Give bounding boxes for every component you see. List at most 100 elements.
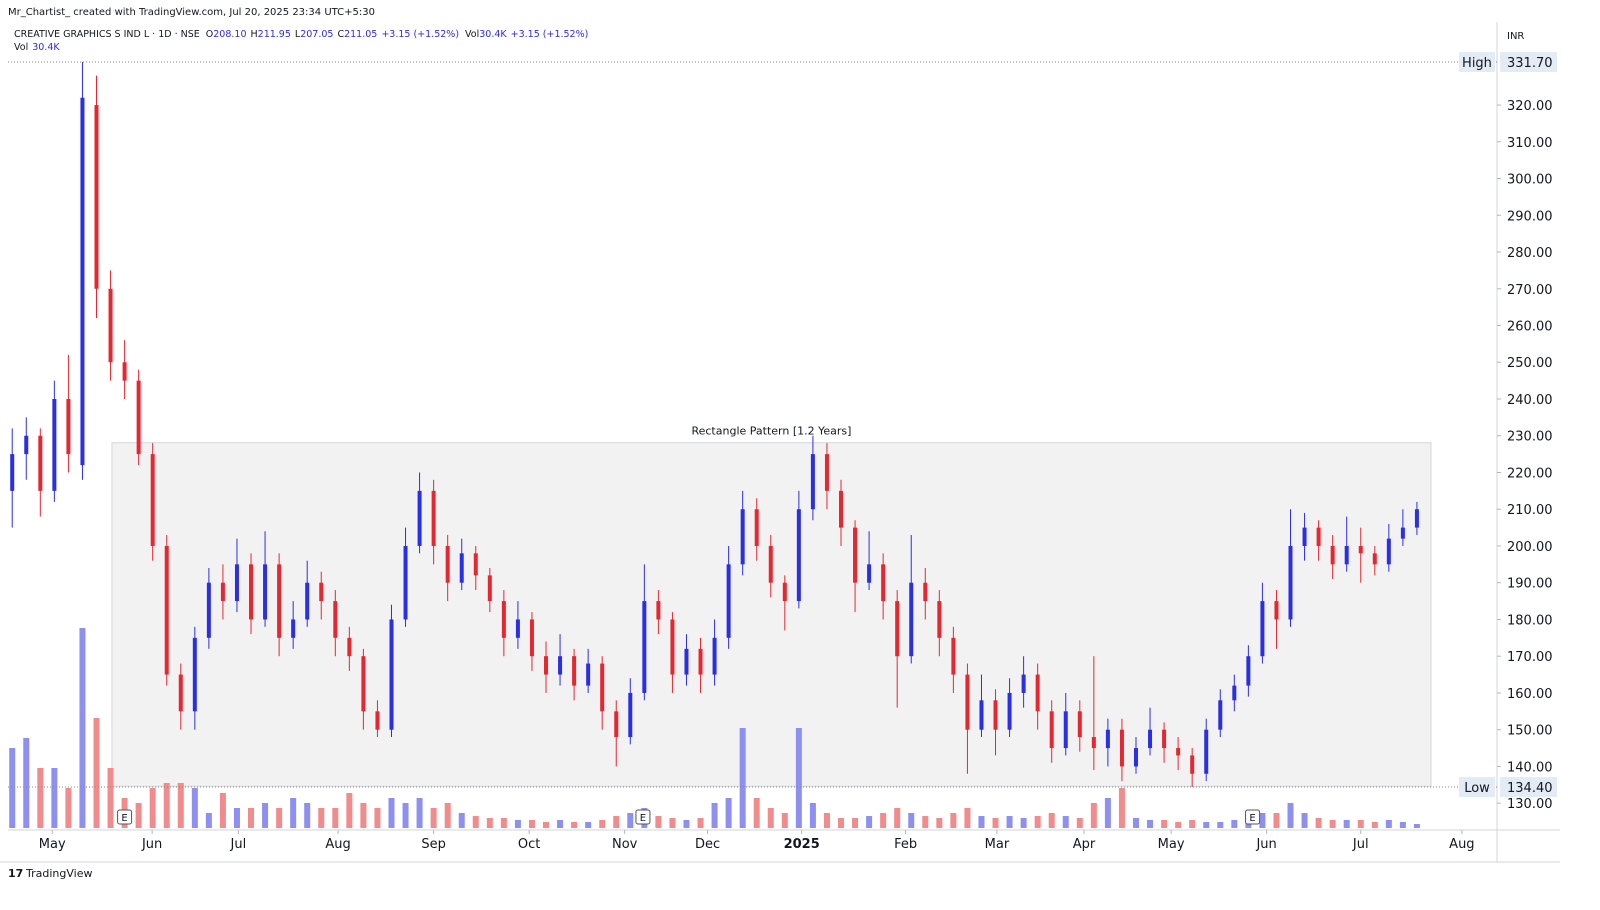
volume-bar (1315, 818, 1322, 828)
volume-bar (262, 803, 269, 828)
volume-bar (332, 808, 339, 828)
volume-bar (79, 628, 86, 828)
y-tick-label: 180.00 (1507, 613, 1553, 628)
legend-text: O (206, 29, 213, 40)
candle-body (909, 582, 914, 657)
legend-text: C (337, 29, 344, 40)
volume-bar (557, 819, 564, 828)
event-marker (635, 809, 651, 825)
volume-bar (711, 803, 718, 828)
candle-body (853, 527, 858, 583)
candle-body (1105, 729, 1110, 749)
candle-body (867, 564, 872, 583)
rectangle-pattern (111, 442, 1432, 787)
x-tick-label: Nov (612, 837, 638, 852)
volume-bar (205, 813, 212, 828)
candle-body (291, 619, 296, 638)
candle-body (1077, 711, 1082, 738)
candle-body (80, 97, 85, 466)
volume-bar (374, 808, 381, 828)
volume-legend: Vol (14, 42, 28, 53)
candle-body (333, 601, 338, 638)
candle-body (1414, 509, 1419, 528)
candle-body (1316, 527, 1321, 546)
candle-body (1302, 527, 1307, 546)
volume-bar (908, 813, 915, 828)
candle-body (206, 582, 211, 638)
volume-bar (1371, 821, 1378, 828)
candle-body (1386, 538, 1391, 565)
y-tick-label: 220.00 (1507, 466, 1553, 481)
candle-body (445, 545, 450, 583)
candle-body (220, 582, 225, 602)
logo: TradingView (25, 867, 92, 880)
x-tick-label: Aug (325, 837, 350, 852)
volume-bar (697, 818, 704, 828)
volume-bar (107, 768, 114, 828)
volume-bar (219, 793, 226, 828)
volume-bar (1175, 821, 1182, 828)
candle-body (670, 619, 675, 675)
volume-bar (1048, 813, 1055, 828)
volume-bar (1259, 813, 1266, 828)
volume-bar (416, 798, 423, 828)
volume-bar (964, 808, 971, 828)
x-tick-label: May (1158, 837, 1185, 852)
volume-bar (388, 798, 395, 828)
volume-bar (514, 819, 521, 828)
candle-body (122, 362, 127, 381)
candle-body (361, 656, 366, 712)
candle-body (572, 656, 577, 686)
candle-body (164, 545, 169, 675)
x-tick-label: Dec (695, 837, 720, 852)
volume-bar (65, 788, 72, 828)
volume-bar (1273, 813, 1280, 828)
candle-body (417, 490, 422, 546)
candle-body (1344, 545, 1349, 565)
y-tick-label: 170.00 (1507, 650, 1553, 665)
candle-body (277, 564, 282, 638)
event-label: E (121, 813, 127, 824)
candle-body (726, 564, 731, 638)
volume-bar (571, 821, 578, 828)
credit: Mr_Chartist_ created with TradingView.co… (8, 7, 375, 18)
x-tick-label: Feb (894, 837, 917, 852)
volume-bar (543, 821, 550, 828)
y-tick-label: 320.00 (1507, 99, 1553, 114)
volume-bar (1301, 813, 1308, 828)
volume-bar (276, 808, 283, 828)
candle-body (993, 700, 998, 730)
volume-bar (472, 816, 479, 828)
candle-body (1091, 737, 1096, 749)
candle-body (38, 435, 43, 491)
candle-body (881, 564, 886, 602)
candle-body (234, 564, 239, 602)
volume-bar (1217, 821, 1224, 828)
volume-bar (1147, 819, 1154, 828)
candle-body (403, 545, 408, 620)
price-mark-box (1500, 52, 1557, 73)
volume-bar (402, 803, 409, 828)
y-tick-label: 300.00 (1507, 173, 1553, 188)
volume-bar (627, 813, 634, 828)
y-tick-label: 290.00 (1507, 209, 1553, 224)
candle-body (150, 454, 155, 546)
volume-bar (1062, 816, 1069, 828)
volume-bar (753, 798, 760, 828)
event-label: E (640, 813, 646, 824)
candle-body (1148, 729, 1153, 749)
legend-text: 208.10 (213, 29, 246, 40)
candle-body (501, 601, 506, 638)
candle-body (558, 656, 563, 675)
x-tick-label: Oct (518, 837, 540, 852)
volume-bar (37, 768, 44, 828)
candle-body (192, 637, 197, 712)
volume-bar (992, 818, 999, 828)
legend-text: 211.05 (344, 29, 377, 40)
price-mark-box (1500, 777, 1557, 798)
candle-body (754, 509, 759, 546)
volume-bar (1034, 816, 1041, 828)
y-tick-label: 190.00 (1507, 577, 1553, 592)
